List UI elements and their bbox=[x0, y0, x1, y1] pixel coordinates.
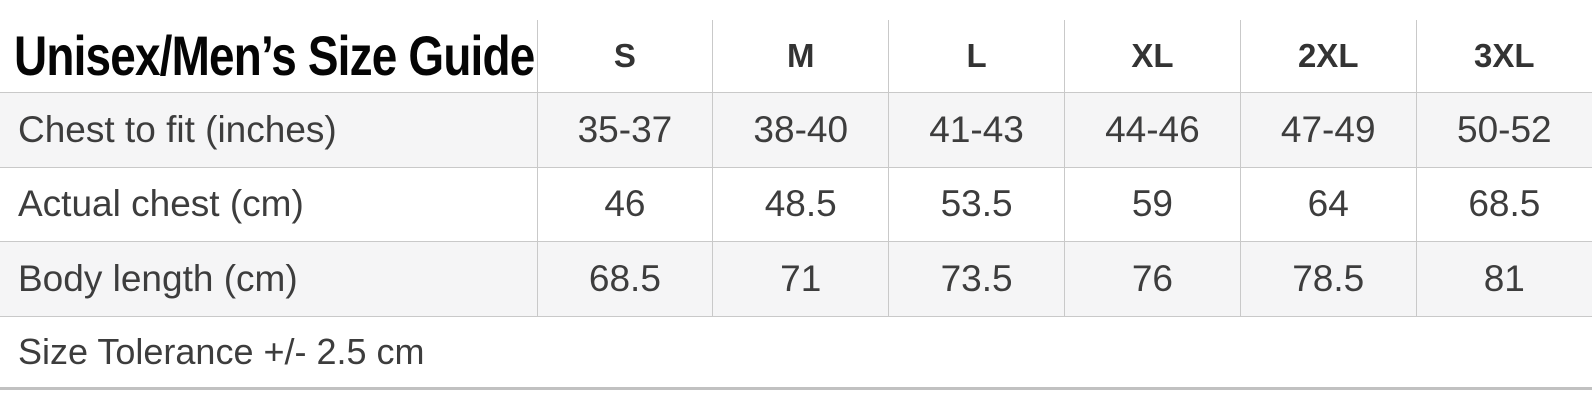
table-row-actual-chest: Actual chest (cm) 46 48.5 53.5 59 64 68.… bbox=[0, 166, 1592, 241]
row-label: Chest to fit (inches) bbox=[0, 91, 537, 167]
size-value-cell: 78.5 bbox=[1239, 240, 1417, 316]
size-value-cell: 35-37 bbox=[536, 91, 713, 167]
footnote-row: Size Tolerance +/- 2.5 cm bbox=[0, 315, 1592, 390]
size-value-cell: 53.5 bbox=[888, 166, 1065, 241]
size-value-cell: 76 bbox=[1063, 240, 1241, 316]
size-tolerance-note: Size Tolerance +/- 2.5 cm bbox=[0, 315, 1592, 390]
column-header-s: S bbox=[536, 20, 713, 92]
table-row-chest-to-fit: Chest to fit (inches) 35-37 38-40 41-43 … bbox=[0, 91, 1592, 167]
size-value-cell: 71 bbox=[712, 240, 889, 316]
size-value-cell: 64 bbox=[1239, 166, 1417, 241]
size-value-cell: 68.5 bbox=[1415, 166, 1592, 241]
row-label: Actual chest (cm) bbox=[0, 166, 537, 241]
size-value-cell: 44-46 bbox=[1063, 91, 1241, 167]
column-header-2xl: 2XL bbox=[1239, 20, 1417, 92]
size-value-cell: 68.5 bbox=[536, 240, 713, 316]
column-header-xl: XL bbox=[1063, 20, 1241, 92]
page-title: Unisex/Men’s Size Guide bbox=[14, 24, 535, 88]
column-header-l: L bbox=[888, 20, 1065, 92]
column-header-3xl: 3XL bbox=[1415, 20, 1592, 92]
size-value-cell: 81 bbox=[1415, 240, 1592, 316]
header-row: Unisex/Men’s Size Guide S M L XL 2XL 3XL bbox=[0, 20, 1592, 92]
size-guide-table: Unisex/Men’s Size Guide S M L XL 2XL 3XL… bbox=[0, 20, 1592, 390]
size-value-cell: 46 bbox=[536, 166, 713, 241]
size-value-cell: 59 bbox=[1063, 166, 1241, 241]
size-value-cell: 73.5 bbox=[888, 240, 1065, 316]
size-value-cell: 48.5 bbox=[712, 166, 889, 241]
size-value-cell: 50-52 bbox=[1415, 91, 1592, 167]
size-guide-section: Unisex/Men’s Size Guide S M L XL 2XL 3XL… bbox=[0, 20, 1592, 390]
column-header-m: M bbox=[712, 20, 889, 92]
row-label: Body length (cm) bbox=[0, 240, 537, 316]
size-value-cell: 41-43 bbox=[888, 91, 1065, 167]
size-value-cell: 38-40 bbox=[712, 91, 889, 167]
table-title-cell: Unisex/Men’s Size Guide bbox=[0, 20, 537, 92]
size-value-cell: 47-49 bbox=[1239, 91, 1417, 167]
table-row-body-length: Body length (cm) 68.5 71 73.5 76 78.5 81 bbox=[0, 240, 1592, 316]
